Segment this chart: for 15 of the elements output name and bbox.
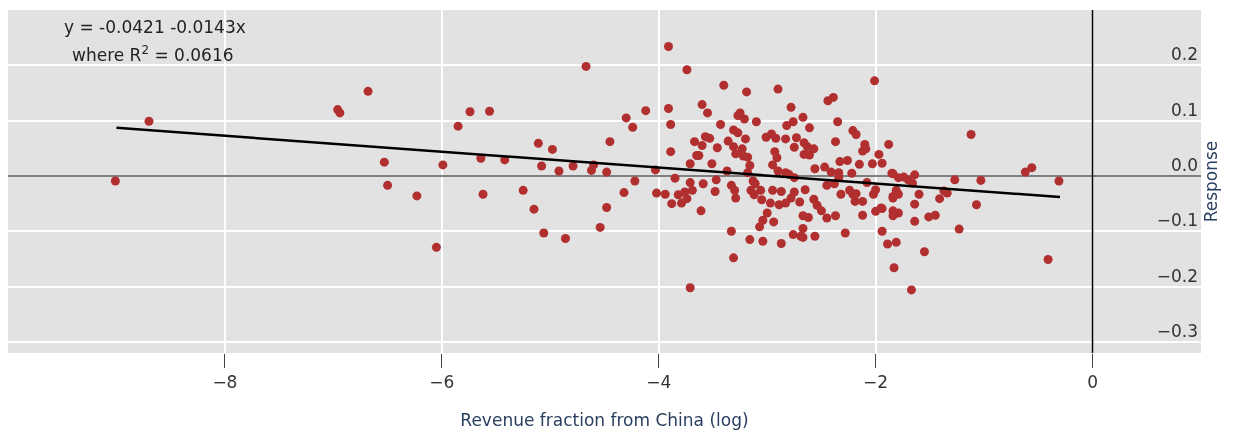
y-tick-label: 0.1 xyxy=(1170,99,1198,120)
y-tick-label: −0.3 xyxy=(1156,320,1198,341)
y-tick-label: −0.1 xyxy=(1156,210,1198,231)
y-tick-label: −0.2 xyxy=(1156,265,1198,286)
annotation: y = -0.0421 -0.0143x xyxy=(64,17,246,37)
x-tick-label: −2 xyxy=(863,372,889,393)
x-axis-title: Revenue fraction from China (log) xyxy=(460,409,749,430)
y-tick-label: 0.0 xyxy=(1170,154,1198,175)
annotation: where R$^{2}$ = 0.0616 xyxy=(72,43,234,66)
y-tick-label: 0.2 xyxy=(1170,44,1198,65)
x-tick-label: −4 xyxy=(646,372,672,393)
x-tick-label: −8 xyxy=(212,372,238,393)
y-axis-title: Response xyxy=(1201,140,1222,223)
x-tick-label: 0 xyxy=(1087,372,1098,393)
x-tick-label: −6 xyxy=(429,372,455,393)
